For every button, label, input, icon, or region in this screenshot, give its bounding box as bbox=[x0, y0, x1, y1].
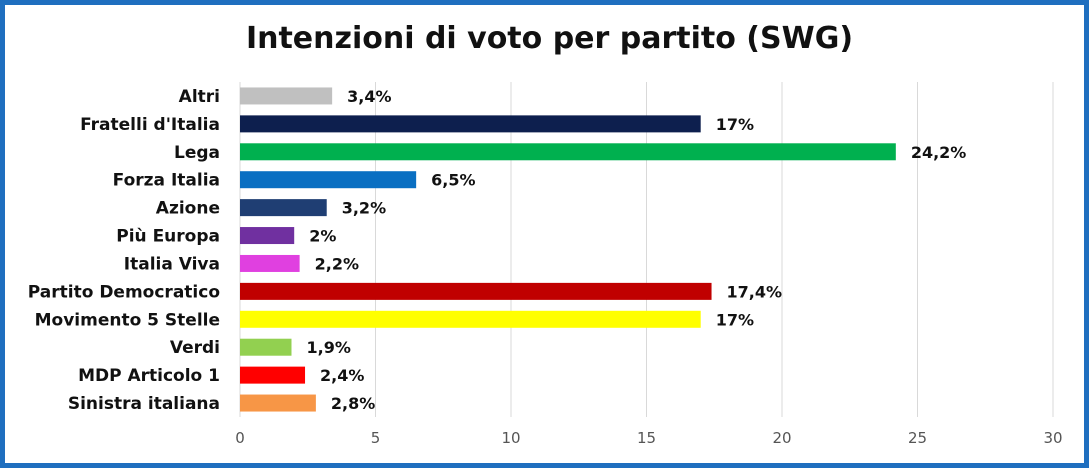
data-label-6: 2,2% bbox=[315, 254, 359, 273]
category-label-4: Azione bbox=[156, 199, 220, 219]
bar-5 bbox=[240, 227, 295, 245]
data-label-0: 3,4% bbox=[347, 87, 391, 106]
x-tick-label-30: 30 bbox=[1043, 429, 1062, 447]
bar-3 bbox=[240, 171, 417, 189]
category-label-3: Forza Italia bbox=[113, 171, 220, 191]
category-label-10: MDP Articolo 1 bbox=[78, 366, 220, 386]
x-tick-label-0: 0 bbox=[235, 429, 245, 447]
category-label-6: Italia Viva bbox=[124, 254, 220, 274]
bar-10 bbox=[240, 366, 306, 384]
bar-7 bbox=[240, 282, 712, 300]
bar-2 bbox=[240, 143, 896, 161]
x-tick-label-25: 25 bbox=[908, 429, 927, 447]
x-tick-label-20: 20 bbox=[772, 429, 791, 447]
x-tick-label-10: 10 bbox=[501, 429, 520, 447]
data-label-7: 17,4% bbox=[727, 282, 783, 301]
data-label-10: 2,4% bbox=[320, 366, 364, 385]
category-label-11: Sinistra italiana bbox=[68, 394, 220, 414]
bar-9 bbox=[240, 338, 292, 356]
category-label-1: Fratelli d'Italia bbox=[80, 115, 220, 135]
data-label-1: 17% bbox=[716, 115, 754, 134]
bar-0 bbox=[240, 87, 333, 105]
category-label-2: Lega bbox=[174, 143, 220, 163]
data-label-3: 6,5% bbox=[431, 171, 475, 190]
category-label-8: Movimento 5 Stelle bbox=[35, 310, 220, 330]
data-label-9: 1,9% bbox=[306, 338, 350, 357]
chart-title: Intenzioni di voto per partito (SWG) bbox=[245, 21, 854, 56]
data-label-11: 2,8% bbox=[331, 394, 375, 413]
x-tick-label-5: 5 bbox=[371, 429, 381, 447]
category-label-7: Partito Democratico bbox=[28, 282, 220, 302]
bar-6 bbox=[240, 254, 300, 272]
bar-4 bbox=[240, 199, 327, 217]
data-label-5: 2% bbox=[309, 227, 336, 246]
category-label-0: Altri bbox=[179, 87, 220, 107]
bar-8 bbox=[240, 310, 701, 328]
bar-11 bbox=[240, 394, 316, 412]
data-label-4: 3,2% bbox=[342, 199, 386, 218]
x-tick-label-15: 15 bbox=[637, 429, 656, 447]
data-label-2: 24,2% bbox=[911, 143, 967, 162]
bar-1 bbox=[240, 115, 701, 133]
category-label-9: Verdi bbox=[170, 338, 220, 358]
category-label-5: Più Europa bbox=[116, 227, 220, 247]
data-label-8: 17% bbox=[716, 310, 754, 329]
